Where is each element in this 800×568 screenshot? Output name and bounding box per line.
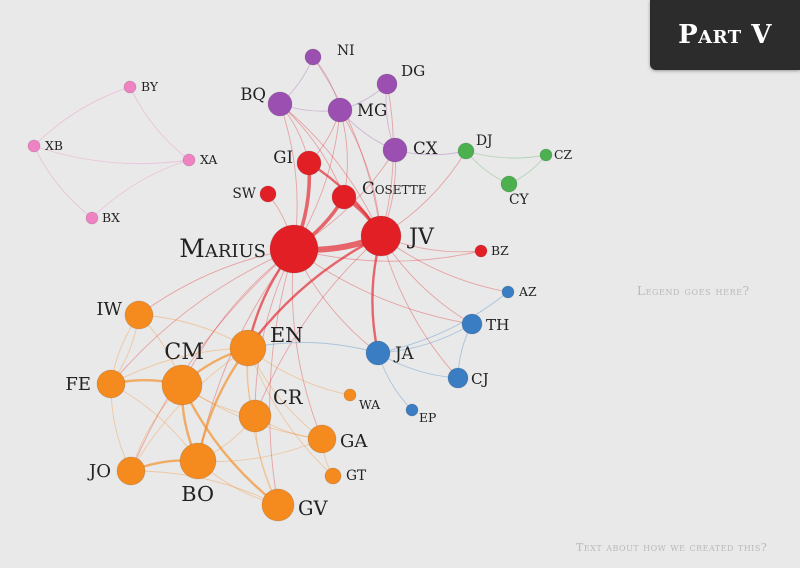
edge-dj-cz bbox=[465, 150, 547, 159]
node-fe[interactable] bbox=[96, 369, 126, 399]
footer-note: Text about how we created this? bbox=[576, 541, 768, 554]
edge-ja-cj bbox=[377, 352, 459, 379]
node-ja[interactable] bbox=[365, 340, 391, 366]
edge-jv-ni bbox=[312, 56, 382, 237]
edge-by-xa bbox=[129, 86, 190, 161]
node-label-bq: BQ bbox=[240, 85, 266, 104]
node-cj[interactable] bbox=[447, 367, 469, 389]
node-label-iw: IW bbox=[96, 299, 122, 320]
node-label-bz: BZ bbox=[491, 243, 509, 258]
node-label-xb: XB bbox=[45, 138, 63, 153]
edge-jv-az bbox=[380, 235, 509, 293]
edge-jv-cr bbox=[254, 235, 382, 417]
node-cosette[interactable] bbox=[331, 184, 357, 210]
node-dg[interactable] bbox=[376, 73, 398, 95]
edge-en-bo bbox=[196, 347, 249, 462]
node-gi[interactable] bbox=[296, 150, 322, 176]
node-label-gt: GT bbox=[346, 468, 367, 484]
edge-ja-th bbox=[377, 323, 473, 354]
node-label-jo: JO bbox=[87, 461, 111, 482]
edge-cosette-bq bbox=[279, 103, 345, 198]
node-label-cy: CY bbox=[509, 192, 530, 208]
node-label-gi: GI bbox=[273, 148, 293, 167]
edge-ja-az bbox=[377, 291, 509, 354]
node-label-cm: CM bbox=[164, 339, 204, 365]
edge-xb-xa bbox=[33, 145, 190, 165]
node-by[interactable] bbox=[123, 80, 137, 94]
edge-marius-gv bbox=[269, 248, 295, 506]
node-cr[interactable] bbox=[238, 399, 272, 433]
node-th[interactable] bbox=[461, 313, 483, 335]
edge-xa-bx bbox=[91, 159, 190, 219]
node-mg[interactable] bbox=[327, 97, 353, 123]
node-label-cz: CZ bbox=[554, 147, 572, 162]
node-cm[interactable] bbox=[161, 364, 203, 406]
node-ni[interactable] bbox=[304, 48, 322, 66]
node-az[interactable] bbox=[501, 285, 515, 299]
node-label-fe: FE bbox=[65, 374, 91, 395]
node-label-marius: Marius bbox=[179, 234, 266, 263]
node-label-cosette: Cosette bbox=[362, 179, 427, 198]
node-xb[interactable] bbox=[27, 139, 41, 153]
node-gt[interactable] bbox=[324, 467, 342, 485]
node-dj[interactable] bbox=[457, 142, 475, 160]
node-label-dj: DJ bbox=[476, 133, 493, 149]
node-label-th: TH bbox=[486, 316, 509, 334]
legend-placeholder: Legend goes here? bbox=[637, 284, 750, 298]
node-jv[interactable] bbox=[360, 215, 402, 257]
node-label-bx: BX bbox=[102, 210, 120, 225]
edge-marius-fe bbox=[110, 248, 295, 385]
edge-marius-jo bbox=[130, 248, 295, 472]
label-layer: NI DG BQ MG CX BY XB XA BX GI SW Cosette Marius JV BZ D… bbox=[45, 43, 572, 520]
node-ep[interactable] bbox=[405, 403, 419, 417]
node-cz[interactable] bbox=[539, 148, 553, 162]
node-label-ep: EP bbox=[419, 410, 436, 425]
node-wa[interactable] bbox=[343, 388, 357, 402]
edge-by-xb bbox=[33, 86, 131, 147]
edge-en-gt bbox=[247, 347, 334, 477]
node-bq[interactable] bbox=[267, 91, 293, 117]
node-label-ja: JA bbox=[393, 344, 415, 363]
edge-ja-en bbox=[247, 342, 379, 354]
node-label-sw: SW bbox=[232, 186, 256, 202]
node-xa[interactable] bbox=[182, 153, 196, 167]
node-label-wa: WA bbox=[359, 397, 381, 412]
node-label-jv: JV bbox=[407, 224, 435, 250]
edge-marius-th bbox=[293, 248, 473, 325]
node-layer bbox=[27, 48, 553, 522]
node-label-ni: NI bbox=[337, 43, 355, 59]
edge-layer bbox=[33, 56, 547, 506]
node-label-ga: GA bbox=[340, 431, 368, 452]
node-sw[interactable] bbox=[259, 185, 277, 203]
part-title-badge: Part V bbox=[650, 0, 800, 70]
node-ga[interactable] bbox=[307, 424, 337, 454]
node-en[interactable] bbox=[229, 329, 267, 367]
node-label-gv: GV bbox=[298, 497, 328, 520]
node-label-mg: MG bbox=[357, 101, 387, 120]
node-label-en: EN bbox=[270, 323, 303, 347]
node-label-xa: XA bbox=[200, 152, 218, 167]
node-bo[interactable] bbox=[179, 442, 217, 480]
node-label-cx: CX bbox=[413, 139, 438, 158]
node-cy[interactable] bbox=[500, 175, 518, 193]
edge-xb-bx bbox=[33, 145, 93, 219]
node-label-cj: CJ bbox=[471, 370, 489, 388]
node-label-by: BY bbox=[141, 79, 159, 94]
node-bx[interactable] bbox=[85, 211, 99, 225]
node-jo[interactable] bbox=[116, 456, 146, 486]
node-bz[interactable] bbox=[474, 244, 488, 258]
edge-jv-bq bbox=[279, 103, 382, 237]
edge-cosette-mg bbox=[339, 109, 348, 198]
node-marius[interactable] bbox=[269, 224, 319, 274]
edge-gv-jo bbox=[130, 470, 279, 506]
node-gv[interactable] bbox=[261, 488, 295, 522]
node-cx[interactable] bbox=[382, 137, 408, 163]
node-label-az: AZ bbox=[518, 284, 537, 299]
node-label-cr: CR bbox=[273, 386, 304, 409]
node-iw[interactable] bbox=[124, 300, 154, 330]
edge-jv-en bbox=[247, 234, 382, 349]
node-label-bo: BO bbox=[181, 482, 214, 506]
node-label-dg: DG bbox=[401, 62, 425, 80]
